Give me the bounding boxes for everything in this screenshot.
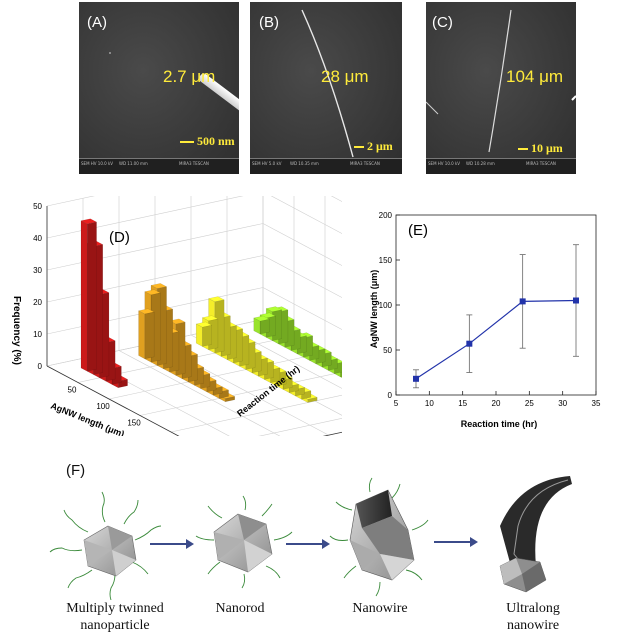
x-tick-label: 50	[68, 386, 77, 395]
ultralong-nanowire-shape	[499, 476, 572, 593]
x-axis	[46, 365, 180, 436]
x-tick-label: 25	[525, 399, 534, 408]
bar	[196, 323, 203, 347]
x-tick-label: 200	[158, 435, 172, 436]
panel-label-a: (A)	[87, 14, 107, 31]
x-tick-label: 35	[592, 399, 601, 408]
bar-side	[202, 325, 212, 347]
data-point	[519, 298, 526, 305]
stage-label-2: Nanorod	[215, 601, 265, 616]
z-tick-label: 20	[33, 298, 42, 307]
stage-label-4: Ultralong nanowire	[506, 601, 560, 633]
sem-particles	[109, 52, 111, 54]
sem-info-bar: SEM HV 10.0 kV WD 11.00 mm MIRA3 TESCAN	[79, 158, 239, 174]
x-tick-label: 20	[492, 399, 501, 408]
length-vs-time-chart: 0 50 100 150 200 5 10 15 20 25 30 35 (E) Reaction t…	[369, 211, 601, 429]
scale-bar-c: 10 μm	[518, 141, 563, 156]
z-tick-label: 10	[33, 330, 42, 339]
grid-line	[262, 223, 342, 266]
arrow-1	[150, 539, 194, 549]
z-tick-label: 0	[38, 362, 43, 371]
panel-label-f: (F)	[66, 462, 86, 479]
length-label-c: 104 μm	[506, 67, 564, 86]
series-line	[415, 299, 577, 380]
y-tick-label: 150	[379, 256, 393, 265]
bar	[253, 317, 261, 335]
y-tick-label: 100	[379, 301, 393, 310]
bar	[80, 220, 88, 372]
x-tick-label: 150	[127, 419, 141, 428]
nanowire-b	[301, 9, 354, 158]
nanoparticle-shape	[49, 491, 162, 600]
grid-line	[262, 287, 342, 330]
chart-d-xlabel: AgNW length (μm)	[49, 401, 126, 436]
y-tick-label: 50	[383, 346, 392, 355]
sem-image-c: (C) 104 μm 10 μm SEM HV 10.0 kV WD 10.28 …	[426, 2, 576, 174]
data-point	[466, 340, 473, 347]
stage-label-3: Nanowire	[352, 601, 408, 616]
z-tick-label: 30	[33, 266, 42, 275]
x-tick-label: 100	[96, 402, 110, 411]
bar-side	[144, 311, 155, 360]
data-point	[573, 297, 579, 304]
chart-e-label: (E)	[408, 222, 428, 239]
chart-e-xlabel: Reaction time (hr)	[461, 419, 538, 429]
grid-line	[170, 394, 342, 433]
y-axis	[322, 431, 342, 436]
bar-side	[259, 319, 270, 335]
y-tick-label: 200	[379, 211, 393, 220]
grid-line	[270, 196, 342, 234]
sem-image-b: (B) 28 μm 2 μm SEM HV 5.0 kV WD 10.35 mm M…	[250, 2, 402, 174]
z-tick-label: 50	[33, 202, 42, 211]
arrow-2	[286, 539, 330, 549]
chart-d-label: (D)	[109, 229, 130, 246]
chart-e-ylabel: AgNW length (μm)	[369, 270, 379, 349]
nanowire-c	[426, 9, 576, 153]
length-label-a: 2.7 μm	[163, 67, 216, 86]
data-point	[413, 375, 419, 382]
x-tick-label: 5	[394, 399, 399, 408]
panel-label-b: (B)	[259, 14, 279, 31]
bar	[138, 310, 145, 360]
chart-d-bars	[80, 218, 342, 403]
grid-line	[46, 196, 95, 207]
chart-e-series	[413, 244, 579, 389]
nanowire-shape	[329, 477, 429, 597]
chart-e-axes: 0 50 100 150 200 5 10 15 20 25 30 35	[379, 211, 601, 408]
plot-frame	[395, 214, 597, 396]
x-tick-label: 10	[425, 399, 434, 408]
sem-image-a: (A) 2.7 μm 500 nm SEM HV 10.0 kV WD 11.00…	[79, 2, 239, 174]
arrow-3	[434, 537, 478, 547]
y-tick-label: 0	[388, 391, 393, 400]
x-tick-label: 30	[558, 399, 567, 408]
histogram-3d-chart: 01020304050501001502002505101520253035 (…	[11, 196, 342, 436]
grid-line	[118, 350, 281, 436]
panel-label-c: (C)	[432, 14, 453, 31]
growth-schematic	[49, 476, 572, 600]
scale-bar-b: 2 μm	[354, 139, 393, 154]
z-tick-label: 40	[33, 234, 42, 243]
nanorod-seed-shape	[195, 495, 293, 589]
x-tick-label: 15	[458, 399, 467, 408]
chart-d-zlabel: Frequency (%)	[11, 296, 22, 365]
chart-d-axes: 01020304050501001502002505101520253035	[33, 202, 342, 436]
length-label-b: 28 μm	[321, 67, 369, 86]
grid-line	[226, 326, 342, 389]
sem-info-bar: SEM HV 10.0 kV WD 10.28 mm MIRA3 TESCAN	[426, 158, 576, 174]
grid-line	[330, 196, 342, 202]
bar-side	[87, 221, 97, 372]
sem-info-bar: SEM HV 5.0 kV WD 10.35 mm MIRA3 TESCAN	[250, 158, 402, 174]
scale-bar-a: 500 nm	[180, 134, 235, 149]
stage-label-1: Multiply twinned nanoparticle	[66, 601, 164, 633]
grid-line	[262, 255, 342, 298]
